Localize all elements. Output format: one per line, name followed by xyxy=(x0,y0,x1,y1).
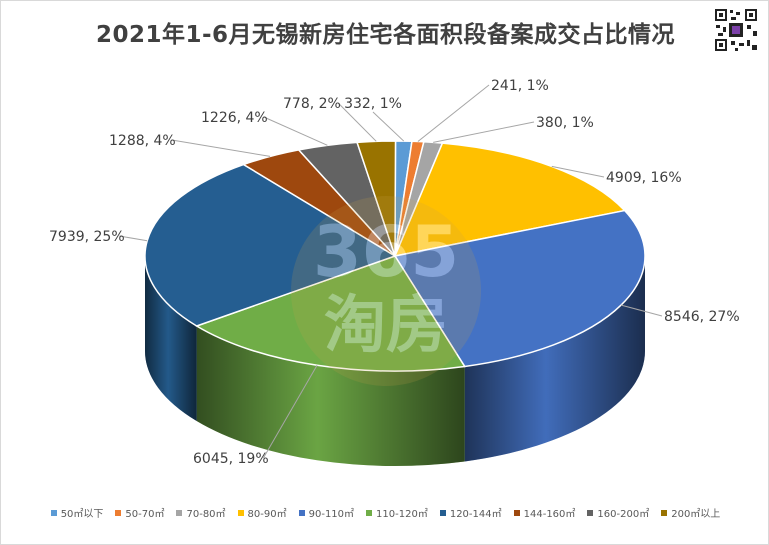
qr-code-icon xyxy=(713,7,759,53)
data-label-2: 241, 1% xyxy=(491,78,549,94)
pie-side-6 xyxy=(196,325,465,467)
data-label-1: 332, 1% xyxy=(344,96,402,112)
data-label-3: 380, 1% xyxy=(536,115,594,131)
leader-line-6 xyxy=(262,365,318,459)
legend-label: 200㎡以上 xyxy=(671,509,721,520)
legend-label: 160-200㎡ xyxy=(597,509,650,520)
legend-swatch xyxy=(115,509,122,516)
pie-slice-7 xyxy=(144,163,397,327)
legend-item-6: 110-120㎡ xyxy=(366,505,428,520)
data-label-9: 1226, 4% xyxy=(201,110,268,126)
data-label-6: 6045, 19% xyxy=(193,451,269,467)
legend-item-4: 80-90㎡ xyxy=(237,505,287,520)
legend-item-3: 70-80㎡ xyxy=(176,505,226,520)
legend-label: 50-70㎡ xyxy=(125,509,165,520)
pie-slice-5 xyxy=(393,209,646,368)
legend-label: 50㎡以下 xyxy=(60,509,104,520)
watermark-logo: 365 淘房 xyxy=(291,196,481,386)
legend-item-10: 200㎡以上 xyxy=(661,505,720,520)
legend-swatch xyxy=(298,509,305,516)
legend-item-2: 50-70㎡ xyxy=(115,505,164,520)
leader-line-8 xyxy=(171,139,271,157)
leader-line-9 xyxy=(263,116,328,146)
legend-swatch xyxy=(176,509,183,516)
pie-slice-4 xyxy=(393,142,627,258)
legend-item-7: 120-144㎡ xyxy=(439,505,502,520)
data-label-7: 7939, 25% xyxy=(49,229,125,245)
legend-swatch xyxy=(50,509,57,516)
pie-side-5 xyxy=(464,256,646,462)
pie-side-7 xyxy=(145,256,197,421)
legend-item-5: 90-110㎡ xyxy=(298,505,355,520)
legend-swatch xyxy=(513,509,520,516)
legend-swatch xyxy=(587,509,594,516)
legend-label: 120-144㎡ xyxy=(449,509,502,520)
watermark-text-top: 365 xyxy=(313,211,459,293)
chart-title: 2021年1-6月无锡新房住宅各面积段备案成交占比情况 xyxy=(95,22,676,48)
legend-item-9: 160-200㎡ xyxy=(587,505,649,520)
legend-swatch xyxy=(366,509,373,516)
legend-swatch xyxy=(237,509,244,516)
leader-line-3 xyxy=(433,121,535,143)
leader-line-1 xyxy=(372,111,405,142)
legend-label: 90-110㎡ xyxy=(308,509,355,520)
pie-slice-6 xyxy=(194,255,466,372)
legend-swatch xyxy=(439,509,446,516)
leader-line-2 xyxy=(417,84,490,142)
legend-label: 144-160㎡ xyxy=(523,509,576,520)
leader-line-5 xyxy=(620,304,663,317)
data-label-5: 8546, 27% xyxy=(664,309,740,325)
data-label-10: 778, 2% xyxy=(283,96,341,112)
data-label-4: 4909, 16% xyxy=(606,170,682,186)
chart-legend: 50㎡以下 50-70㎡ 70-80㎡ 80-90㎡ 90-110㎡ 110-120㎡ 12… xyxy=(1,505,768,520)
leader-line-10 xyxy=(337,102,377,142)
data-label-8: 1288, 4% xyxy=(109,133,176,149)
legend-swatch xyxy=(661,509,668,516)
legend-label: 110-120㎡ xyxy=(376,509,428,520)
leader-line-7 xyxy=(119,235,148,242)
legend-item-8: 144-160㎡ xyxy=(513,505,576,520)
legend-label: 80-90㎡ xyxy=(247,509,287,520)
legend-label: 70-80㎡ xyxy=(186,509,226,520)
leader-line-4 xyxy=(551,165,605,178)
watermark-text-bottom: 淘房 xyxy=(324,288,448,361)
legend-item-1: 50㎡以下 xyxy=(50,505,104,520)
